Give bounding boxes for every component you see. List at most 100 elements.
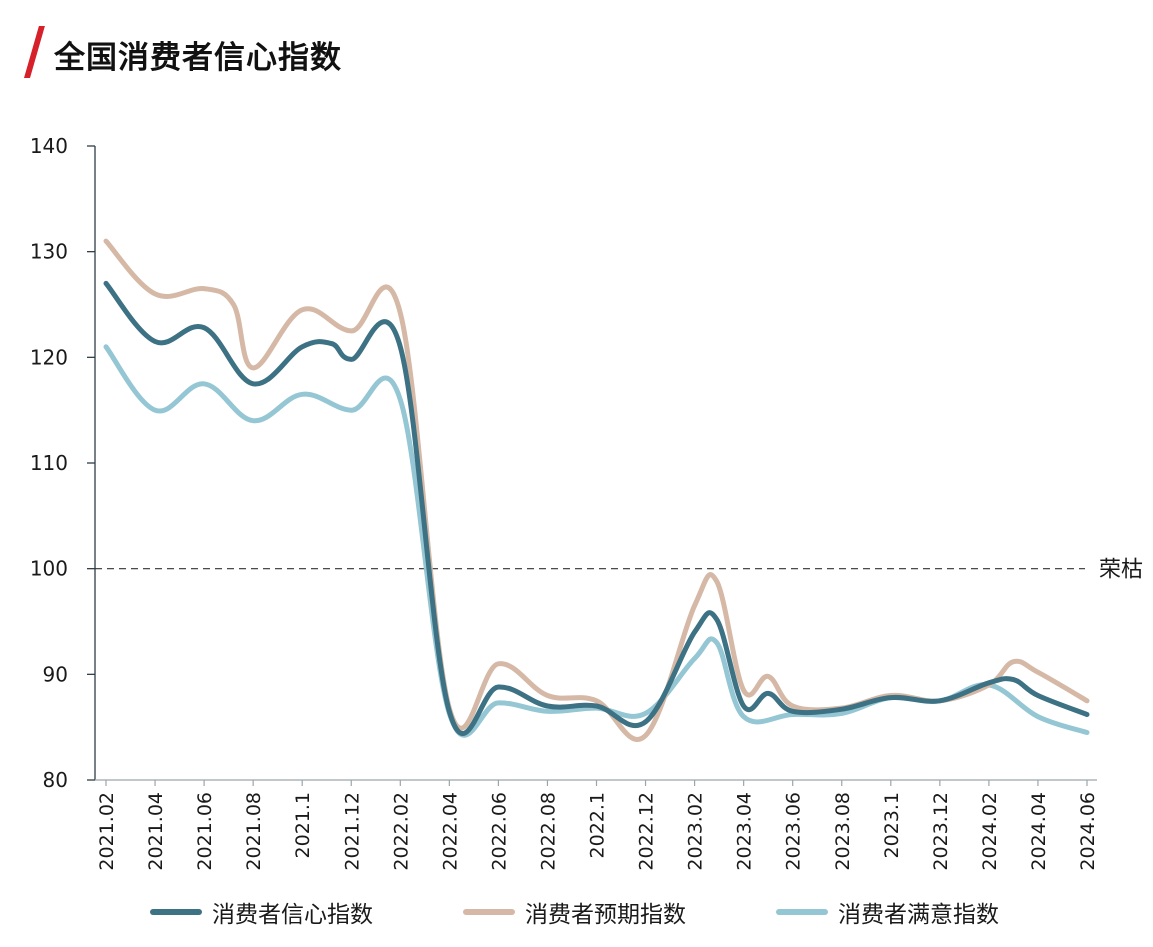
legend-label: 消费者预期指数 [525, 902, 686, 928]
data-point [398, 310, 403, 316]
legend-item: 消费者信心指数 [150, 892, 373, 932]
data-point [1084, 730, 1090, 735]
data-point [692, 656, 697, 661]
data-point [349, 407, 354, 413]
data-point [594, 698, 599, 703]
data-point [643, 719, 648, 725]
data-point [496, 700, 501, 706]
reference-line-group: 荣枯 [95, 558, 1143, 583]
data-point [643, 711, 648, 716]
data-point [349, 328, 354, 334]
data-point [201, 286, 207, 291]
chart-title: 全国消费者信心指数 [54, 40, 342, 76]
data-point [398, 397, 403, 402]
legend-swatch [463, 909, 515, 915]
data-point [496, 684, 501, 690]
axes [94, 146, 1097, 781]
data-point [250, 381, 256, 386]
legend-label: 消费者信心指数 [212, 902, 373, 928]
x-tick-label: 2022.1 [587, 792, 609, 858]
data-point [201, 381, 207, 386]
x-tick-label: 2023.08 [832, 792, 854, 871]
x-tick-label: 2023.02 [685, 792, 707, 871]
data-point [152, 291, 158, 297]
x-tick-labels: 2021.02 2021.04 2021.06 2021.08 2021.1 2021.1… [96, 780, 1099, 871]
y-tick-label: 100 [30, 557, 68, 581]
data-point [1084, 712, 1090, 717]
x-tick-label: 2024.04 [1028, 792, 1050, 871]
x-tick-label: 2021.06 [194, 792, 216, 871]
data-point [349, 357, 354, 362]
x-tick-label: 2022.02 [390, 792, 412, 871]
x-tick-label: 2022.06 [488, 792, 510, 871]
legend: 消费者信心指数 消费者预期指数 消费者满意指数 [0, 892, 1153, 936]
data-point [103, 238, 109, 244]
data-point [692, 603, 697, 608]
x-tick-label: 2021.1 [292, 792, 314, 858]
data-point [300, 344, 305, 349]
x-tick-label: 2024.02 [979, 792, 1001, 871]
x-tick-label: 2023.12 [930, 792, 952, 871]
data-point [986, 680, 992, 685]
data-point [152, 407, 158, 413]
data-point [741, 703, 746, 709]
data-point [300, 392, 305, 397]
data-point [201, 325, 207, 330]
data-point [103, 344, 109, 349]
x-tick-label: 2023.1 [881, 792, 903, 858]
data-point [545, 703, 550, 709]
data-point [1035, 714, 1041, 719]
x-tick-label: 2022.04 [439, 792, 461, 871]
data-point [790, 709, 795, 714]
data-point [839, 707, 844, 712]
data-point [643, 733, 648, 738]
data-point [496, 661, 501, 666]
y-tick-labels: 80 90 100 110 120 130 140 [30, 134, 95, 792]
data-point [1035, 693, 1041, 698]
legend-swatch [776, 909, 828, 915]
data-point [152, 339, 158, 344]
x-tick-label: 2021.08 [243, 792, 265, 871]
data-point [250, 418, 256, 423]
x-tick-label: 2023.04 [734, 792, 756, 871]
legend-item: 消费者预期指数 [463, 892, 686, 932]
data-point [741, 714, 746, 719]
x-tick-label: 2022.12 [636, 792, 658, 871]
y-tick-label: 120 [30, 345, 68, 369]
data-point [594, 703, 599, 709]
legend-swatch [150, 909, 202, 915]
title-block: 全国消费者信心指数 [10, 24, 710, 84]
data-point [1084, 698, 1090, 703]
data-point [300, 307, 305, 312]
x-tick-label: 2022.08 [537, 792, 559, 871]
data-point [250, 365, 256, 371]
series-line-2 [103, 344, 1090, 738]
data-point [741, 687, 746, 693]
y-tick-label: 130 [30, 240, 68, 264]
data-point [888, 695, 893, 700]
data-point [545, 709, 550, 714]
y-tick-label: 110 [30, 451, 68, 475]
series-line-0 [103, 280, 1090, 736]
data-point [937, 698, 943, 703]
data-point [398, 344, 403, 349]
x-tick-label: 2021.04 [145, 792, 167, 871]
x-tick-label: 2021.02 [96, 792, 118, 871]
x-tick-label: 2024.06 [1077, 792, 1099, 871]
data-point [790, 703, 795, 709]
data-point [1035, 670, 1041, 675]
reference-line-label: 荣枯 [1099, 558, 1143, 583]
legend-item: 消费者满意指数 [776, 892, 999, 932]
series-line-1 [103, 238, 1090, 742]
y-tick-label: 140 [30, 134, 68, 158]
data-point [692, 629, 697, 635]
y-tick-label: 90 [43, 662, 68, 686]
data-point [103, 281, 109, 286]
data-point [447, 709, 452, 714]
x-tick-label: 2021.12 [341, 792, 363, 871]
legend-label: 消费者满意指数 [838, 902, 999, 928]
series-group [103, 238, 1090, 742]
y-tick-label: 80 [43, 768, 68, 792]
data-point [839, 711, 844, 716]
